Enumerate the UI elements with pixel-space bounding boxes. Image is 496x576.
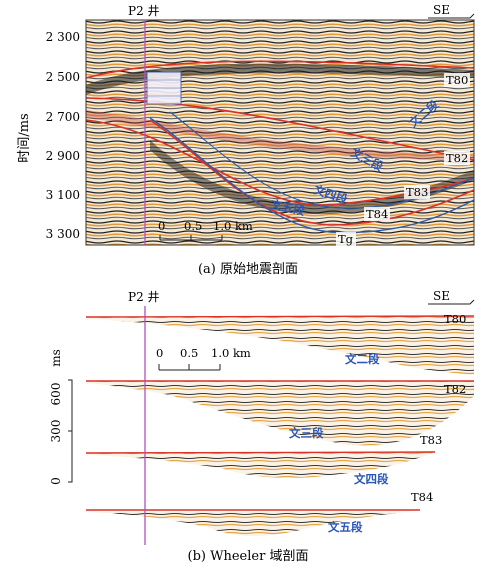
well-label-a: P2 井 [128, 4, 160, 18]
y-ticks-a: 2 300 2 500 2 700 2 900 3 100 3 300 [46, 30, 80, 241]
horizon-label-b-t83: T83 [420, 433, 442, 447]
horizon-label-t83: T83 [406, 185, 428, 199]
y-tick-2900: 2 900 [46, 149, 80, 163]
scale-05-a: 0.5 [184, 219, 202, 233]
horizon-label-tg: Tg [338, 232, 354, 246]
horizon-t80-line [86, 60, 474, 79]
y-tick-3100: 3 100 [46, 188, 80, 202]
unit-label-b-wen3: 文三段 [289, 426, 324, 440]
scale-10-a: 1.0 km [213, 219, 253, 233]
caption-a: (a) 原始地震剖面 [198, 262, 298, 277]
direction-label-b: SE [433, 289, 450, 303]
horizon-inner-line [169, 111, 474, 209]
y-tick-2700: 2 700 [46, 110, 80, 124]
direction-arrow-icon [428, 13, 475, 19]
horizon-t83-line-b [85, 451, 436, 454]
horizon-label-b-t80: T80 [444, 312, 466, 326]
scale-bar-b: 0 0.5 1.0 km [156, 346, 251, 371]
wheeler-band-wen4 [86, 452, 435, 478]
y-tick-3300: 3 300 [46, 227, 80, 241]
scale-10-b: 1.0 km [211, 346, 251, 360]
wheeler-band-wen2 [86, 316, 474, 375]
horizon-label-t80: T80 [446, 73, 468, 87]
y-tick-2300: 2 300 [46, 30, 80, 44]
caption-b: (b) Wheeler 域剖面 [188, 549, 309, 564]
unit-label-b-wen4: 文四段 [354, 472, 389, 486]
y-tick-b-0: 0 [49, 477, 63, 485]
horizon-t84-line [149, 119, 474, 226]
horizon-t80-line-b [85, 315, 475, 318]
scale-0-b: 0 [156, 346, 163, 360]
horizon-label-b-t82: T82 [444, 382, 466, 396]
direction-label-a: SE [433, 3, 450, 17]
y-tick-b-600: 600 [49, 383, 63, 406]
scale-0-a: 0 [158, 219, 165, 233]
seismic-frame [85, 19, 475, 246]
y-tick-2500: 2 500 [46, 70, 80, 84]
well-log-box [146, 71, 182, 105]
y-unit-b: ms [49, 349, 63, 367]
scale-05-b: 0.5 [180, 346, 198, 360]
horizon-label-t82: T82 [446, 151, 468, 165]
panel-a: P2 井 SE 时间/ms 2 300 2 500 2 700 2 900 3 … [17, 3, 475, 277]
well-label-b: P2 井 [128, 290, 160, 304]
wheeler-band-wen5 [86, 510, 420, 537]
y-axis-title-a: 时间/ms [17, 113, 32, 162]
scale-bar-a: 0 0.5 1.0 km [158, 219, 253, 241]
horizon-t82-line [86, 97, 474, 161]
horizon-tg-line [149, 117, 474, 234]
direction-arrow-b-icon [428, 299, 475, 305]
wheeler-band-wen3 [86, 381, 474, 446]
unit-label-b-wen5: 文五段 [328, 520, 363, 534]
y-scale-b: 600 300 0 ms [49, 349, 73, 485]
panel-b: P2 井 SE T80 T82 T83 T84 文二段 文三段 文四段 文五段 [49, 289, 475, 564]
y-tick-b-300: 300 [49, 420, 63, 443]
horizon-label-b-t84: T84 [411, 490, 433, 504]
horizon-label-t84: T84 [366, 207, 388, 221]
unit-label-b-wen2: 文二段 [345, 352, 380, 366]
